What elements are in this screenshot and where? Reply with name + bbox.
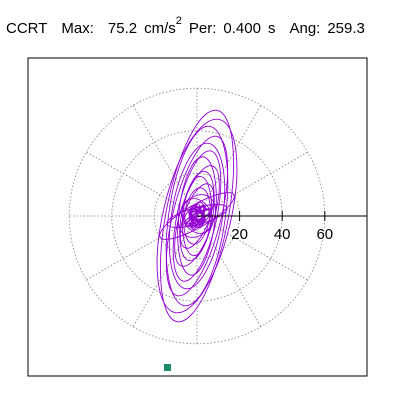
center-scribble bbox=[189, 204, 206, 229]
end-marker bbox=[164, 364, 171, 371]
orbit-loop bbox=[160, 109, 234, 323]
orbit-loop bbox=[165, 125, 229, 307]
ang-label: Ang: bbox=[289, 20, 321, 37]
radial-tick-label: 40 bbox=[274, 226, 291, 243]
marker-layer bbox=[164, 364, 171, 371]
radial-tick-label: 60 bbox=[316, 226, 333, 243]
radial-axis: 20 40 60 bbox=[197, 211, 367, 243]
orbit-loop bbox=[172, 150, 222, 282]
max-unit-exponent: 2 bbox=[175, 15, 182, 27]
max-unit: cm/s bbox=[144, 20, 176, 37]
per-label: Per: bbox=[188, 20, 217, 37]
ang-value: 259.3 bbox=[327, 20, 365, 37]
per-value: 0.400 bbox=[223, 20, 261, 37]
orbit-loop bbox=[182, 176, 212, 256]
max-value: 75.2 bbox=[107, 20, 138, 37]
grid-spoke bbox=[132, 105, 198, 217]
grid-spoke bbox=[196, 215, 262, 327]
station-code: CCRT bbox=[6, 20, 48, 37]
grid-spoke bbox=[86, 151, 198, 217]
grid-spoke bbox=[196, 215, 308, 281]
orbit-loop bbox=[156, 118, 238, 314]
grid-spoke bbox=[196, 151, 308, 217]
radial-tick-label: 20 bbox=[231, 226, 248, 243]
orbit-traces bbox=[156, 109, 238, 323]
chart-header: CCRT Max: 75.2 cm/s2 Per: 0.400 s Ang: 259.3 bbox=[6, 15, 365, 40]
grid-spoke bbox=[86, 215, 198, 281]
max-label: Max: bbox=[61, 20, 94, 37]
orbit-loop bbox=[165, 135, 229, 297]
center-scribble bbox=[195, 203, 203, 227]
orbit-loop bbox=[168, 142, 226, 290]
plot-frame bbox=[27, 57, 368, 377]
per-unit: s bbox=[267, 20, 276, 37]
orbit-loop bbox=[183, 187, 211, 245]
